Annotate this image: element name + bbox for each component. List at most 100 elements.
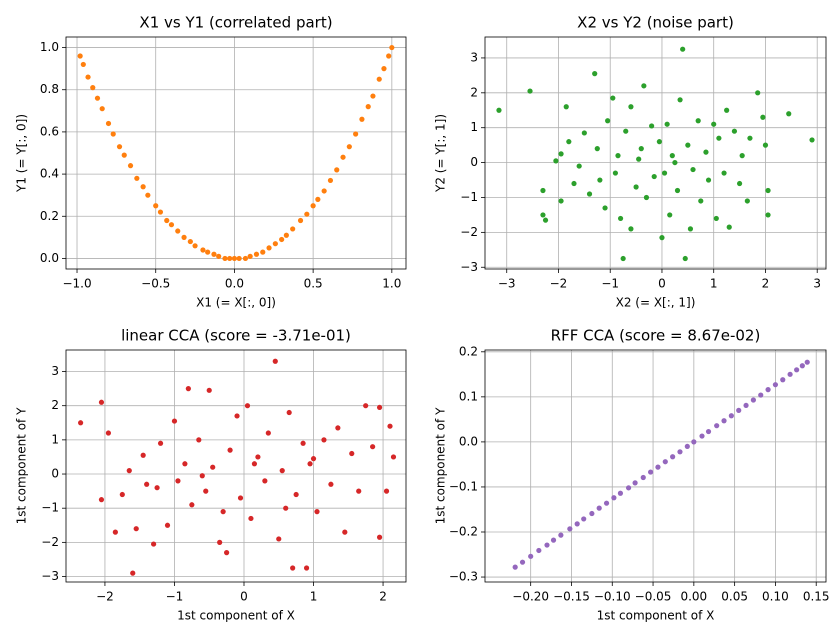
point (762, 142, 769, 148)
y-tick-label: 0.6 (40, 124, 59, 138)
point (99, 106, 105, 112)
point (656, 139, 662, 145)
y-tick-label: 3 (51, 364, 59, 378)
point (677, 449, 683, 455)
point (739, 153, 745, 159)
point (248, 515, 254, 522)
point (383, 488, 390, 494)
x-tick-label: −0.5 (141, 277, 170, 291)
point (794, 367, 800, 373)
point (602, 205, 608, 211)
point (216, 253, 222, 259)
point (175, 228, 181, 234)
y-tick-label: 2 (51, 398, 59, 412)
point (222, 255, 228, 262)
x-tick-label: −1 (601, 277, 619, 291)
point (253, 251, 260, 257)
point (512, 564, 518, 570)
point (140, 184, 146, 190)
point (760, 114, 766, 120)
point (77, 53, 83, 59)
point (571, 180, 577, 187)
point (110, 131, 116, 137)
y-tick-label: 0 (470, 155, 478, 169)
point (550, 537, 557, 543)
x-axis-label: 1st component of X (597, 609, 715, 623)
point (386, 53, 392, 59)
point (144, 481, 150, 487)
point (721, 418, 727, 424)
chart-title: X2 vs Y2 (noise part) (577, 14, 734, 32)
point (90, 85, 96, 91)
point (799, 363, 805, 369)
point (247, 253, 253, 259)
point (206, 387, 212, 393)
point (724, 107, 730, 113)
point (168, 222, 175, 228)
point (566, 139, 572, 145)
point (98, 399, 105, 405)
point (272, 358, 278, 364)
point (615, 153, 621, 159)
point (157, 440, 164, 446)
point (200, 247, 206, 253)
point (690, 166, 696, 173)
point (664, 121, 670, 127)
point (328, 481, 334, 487)
point (181, 234, 187, 240)
point (151, 541, 157, 547)
point (542, 217, 549, 223)
x-tick-label: 0.5 (304, 277, 323, 291)
point (376, 76, 382, 82)
point (363, 403, 369, 409)
axes-frame (65, 36, 407, 270)
point (695, 118, 701, 124)
point (376, 404, 383, 411)
point (182, 461, 188, 467)
y-tick-label: 0.4 (40, 167, 59, 181)
x-tick-label: −0.15 (553, 590, 590, 604)
point (145, 192, 151, 198)
point (611, 495, 617, 501)
point (276, 536, 282, 542)
point (365, 104, 371, 110)
point (94, 95, 101, 101)
y-tick-label: 2 (470, 85, 478, 99)
x-tick-label: −2 (96, 590, 114, 604)
point (310, 203, 316, 209)
point (370, 444, 376, 450)
point (633, 184, 639, 190)
point (553, 158, 559, 164)
point (558, 532, 564, 538)
y-tick-label: −0.1 (449, 479, 478, 493)
point (327, 177, 334, 184)
x-tick-label: 3 (813, 277, 821, 291)
point (743, 402, 749, 409)
point (251, 461, 258, 467)
point (780, 377, 786, 383)
point (726, 224, 732, 230)
point (711, 121, 717, 127)
x-tick-label: 0.15 (803, 590, 830, 604)
point (623, 128, 629, 134)
point (283, 505, 289, 511)
point (119, 491, 125, 498)
x-tick-label: 0.05 (721, 590, 748, 604)
chart-title: X1 vs Y1 (correlated part) (139, 14, 332, 32)
point (713, 215, 719, 222)
point (669, 153, 675, 159)
point (628, 104, 634, 110)
point (297, 217, 304, 224)
point (300, 440, 306, 446)
point (359, 116, 365, 122)
point (307, 461, 313, 467)
point (237, 495, 244, 501)
y-tick-label: 0.1 (459, 389, 478, 403)
point (112, 529, 118, 535)
point (349, 450, 355, 457)
point (687, 226, 694, 232)
point (175, 478, 181, 484)
point (80, 61, 86, 68)
x-tick-label: −0.05 (635, 590, 672, 604)
y-tick-label: 0 (51, 467, 59, 481)
